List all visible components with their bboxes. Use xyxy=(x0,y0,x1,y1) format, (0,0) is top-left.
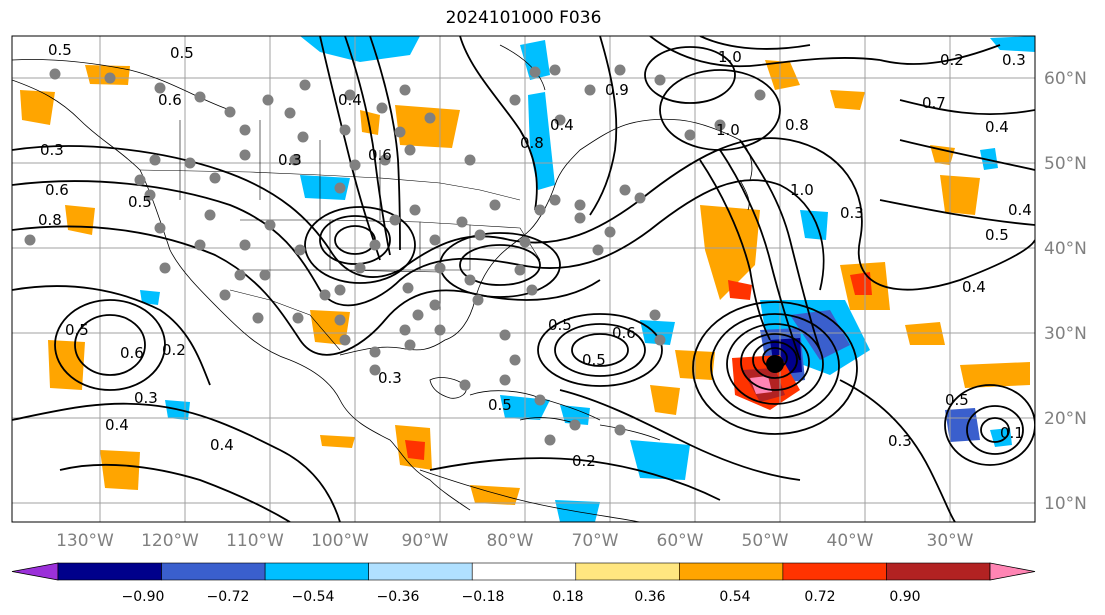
contour-label: 0.6 xyxy=(120,344,144,362)
contour-label: 1.0 xyxy=(716,121,740,139)
contour-label: 0.3 xyxy=(888,432,912,450)
contour-label: 0.3 xyxy=(40,141,64,159)
colorbar-swatch xyxy=(679,562,784,581)
contour-label: 0.4 xyxy=(550,116,574,134)
contour-label: 0.5 xyxy=(170,44,194,62)
lat-tick-label: 30°N xyxy=(1044,324,1087,344)
lon-tick-label: 100°W xyxy=(311,531,369,551)
colorbar-swatch xyxy=(368,562,473,581)
lat-tick-label: 20°N xyxy=(1044,409,1087,429)
contour-label: 1.0 xyxy=(718,48,742,66)
lon-tick-label: 80°W xyxy=(487,531,534,551)
lat-tick-label: 40°N xyxy=(1044,239,1087,259)
longitude-axis: 130°W 120°W 110°W 100°W 90°W 80°W 70°W 6… xyxy=(56,531,974,551)
contour-label: 0.6 xyxy=(612,324,636,342)
contour-label: 0.5 xyxy=(945,391,969,409)
map-title: 2024101000 F036 xyxy=(445,8,602,28)
colorbar-swatch xyxy=(471,562,577,581)
contour-label: 0.9 xyxy=(605,81,629,99)
contour-label: 0.5 xyxy=(582,351,606,369)
colorbar-tick-label: 0.90 xyxy=(889,589,920,605)
colorbar-swatch xyxy=(782,562,887,581)
contour-label: 0.8 xyxy=(520,134,544,152)
lon-tick-label: 40°W xyxy=(827,531,874,551)
colorbar-tick-label: −0.18 xyxy=(462,589,505,605)
map-plot-area: 0.5 0.5 0.6 0.3 0.6 0.5 0.8 1.0 0.3 0.6 … xyxy=(12,36,1035,522)
contour-label: 0.4 xyxy=(105,416,129,434)
contour-label: 0.2 xyxy=(572,452,596,470)
colorbar-tick-label: −0.72 xyxy=(207,589,250,605)
lon-tick-label: 110°W xyxy=(226,531,284,551)
colorbar-tick-label: 0.18 xyxy=(552,589,583,605)
contour-labels: 0.5 0.5 0.6 0.3 0.6 0.5 0.8 1.0 0.3 0.6 … xyxy=(38,41,1032,470)
contour-label: 0.8 xyxy=(785,116,809,134)
contour-label: 0.4 xyxy=(962,278,986,296)
colorbar-swatch xyxy=(886,562,991,581)
contour-label: 0.6 xyxy=(158,91,182,109)
lon-tick-label: 30°W xyxy=(927,531,974,551)
contour-label: 0.5 xyxy=(48,41,72,59)
contour-label: 0.4 xyxy=(1008,201,1032,219)
lon-tick-label: 120°W xyxy=(141,531,199,551)
colorbar-tick-labels: −0.90 −0.72 −0.54 −0.36 −0.18 0.18 0.36 … xyxy=(122,589,921,605)
contour-label: 0.2 xyxy=(162,341,186,359)
colorbar-swatch xyxy=(57,562,162,581)
colorbar-tick-label: 0.36 xyxy=(634,589,665,605)
contour-label: 0.5 xyxy=(128,193,152,211)
lon-tick-label: 70°W xyxy=(572,531,619,551)
station-markers xyxy=(24,64,766,446)
colorbar-tick-label: 0.72 xyxy=(804,589,835,605)
lat-tick-label: 60°N xyxy=(1044,69,1087,89)
contour-label: 0.2 xyxy=(940,51,964,69)
colorbar: −0.90 −0.72 −0.54 −0.36 −0.18 0.18 0.36 … xyxy=(11,562,1036,605)
colorbar-tick-label: −0.90 xyxy=(122,589,165,605)
contour-label: 0.8 xyxy=(38,211,62,229)
colorbar-swatch xyxy=(161,562,266,581)
contour-label: 0.3 xyxy=(1002,51,1026,69)
contour-label: 0.3 xyxy=(134,389,158,407)
contour-label: 0.5 xyxy=(65,321,89,339)
colorbar-tick-label: 0.54 xyxy=(719,589,750,605)
lon-tick-label: 50°W xyxy=(742,531,789,551)
colorbar-extend-low xyxy=(11,562,59,581)
colorbar-tick-label: −0.54 xyxy=(292,589,335,605)
lon-tick-label: 60°W xyxy=(657,531,704,551)
lon-tick-label: 90°W xyxy=(402,531,449,551)
lon-tick-label: 130°W xyxy=(56,531,114,551)
contour-label: 0.6 xyxy=(368,146,392,164)
contour-label: 0.3 xyxy=(840,204,864,222)
lat-tick-label: 50°N xyxy=(1044,154,1087,174)
contour-label: 0.1 xyxy=(1000,424,1024,442)
colorbar-swatches xyxy=(11,562,1036,581)
colorbar-tick-label: −0.36 xyxy=(377,589,420,605)
latitude-axis: 60°N 50°N 40°N 30°N 20°N 10°N xyxy=(1044,69,1087,514)
cyclone-center-marker xyxy=(766,355,784,373)
contour-label: 0.5 xyxy=(548,316,572,334)
contour-label: 0.4 xyxy=(338,91,362,109)
colorbar-swatch xyxy=(264,562,369,581)
contour-label: 0.4 xyxy=(210,436,234,454)
contour-label: 0.5 xyxy=(985,226,1009,244)
contour-label: 0.3 xyxy=(378,369,402,387)
map-frame xyxy=(11,35,1036,523)
colorbar-extend-high xyxy=(989,562,1036,581)
contour-label: 1.0 xyxy=(790,181,814,199)
contour-label: 0.3 xyxy=(278,151,302,169)
shaded-anomaly-fields xyxy=(20,36,1035,522)
contour-label: 0.6 xyxy=(45,181,69,199)
contour-label: 0.5 xyxy=(488,396,512,414)
contour-label: 0.4 xyxy=(985,118,1009,136)
contour-label: 0.7 xyxy=(922,94,946,112)
colorbar-swatch xyxy=(575,562,680,581)
lat-tick-label: 10°N xyxy=(1044,494,1087,514)
